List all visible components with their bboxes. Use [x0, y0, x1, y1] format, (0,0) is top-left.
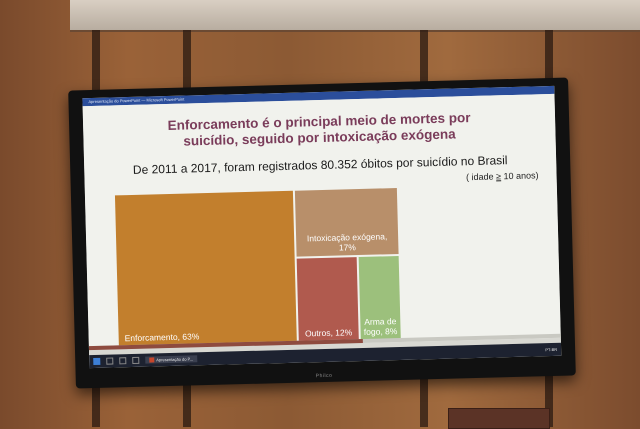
search-icon[interactable] [106, 357, 114, 365]
ceiling-panel [70, 0, 640, 32]
treemap-chart: Enforcamento, 63% Intoxicação exógena, 17… [114, 188, 419, 348]
treemap-label-line: 17% [338, 242, 357, 253]
nameplate [448, 408, 550, 429]
treemap-label: Arma de fogo, 8% [360, 316, 401, 337]
treemap-cell-arma-de-fogo: Arma de fogo, 8% [358, 256, 401, 342]
presentation-slide: Enforcamento é o principal meio de morte… [82, 93, 561, 351]
treemap-label: Enforcamento, 63% [124, 331, 200, 344]
treemap-cell-enforcamento: Enforcamento, 63% [114, 190, 297, 348]
treemap-label: Outros, 12% [304, 327, 353, 339]
treemap-cell-outros: Outros, 12% [296, 257, 359, 343]
treemap-label: Intoxicação exógena, 17% [296, 231, 398, 254]
slide-subtitle: De 2011 a 2017, foram registrados 80.352… [132, 153, 508, 177]
taskbar-task-label: Apresentação do P... [156, 356, 194, 363]
taskbar-powerpoint-task[interactable]: Apresentação do P... [145, 355, 198, 364]
television: Apresentação do PowerPoint — Microsoft P… [68, 77, 576, 389]
treemap-cell-intoxicacao: Intoxicação exógena, 17% [294, 188, 399, 257]
tv-screen: Apresentação do PowerPoint — Microsoft P… [82, 85, 562, 369]
system-tray[interactable]: PT-BR [545, 346, 558, 353]
age-note-suffix: 10 anos) [500, 170, 539, 182]
treemap-label-line: fogo, 8% [363, 326, 398, 337]
slide-title: Enforcamento é o principal meio de morte… [123, 109, 516, 151]
powerpoint-icon [149, 357, 155, 363]
task-view-icon[interactable] [119, 357, 127, 365]
age-note: ( idade ≥ 10 anos) [466, 170, 539, 182]
windows-start-icon[interactable] [93, 357, 101, 366]
tv-brand-logo: Philco [315, 372, 333, 380]
age-note-prefix: ( idade [465, 171, 497, 183]
browser-icon[interactable] [132, 356, 140, 365]
